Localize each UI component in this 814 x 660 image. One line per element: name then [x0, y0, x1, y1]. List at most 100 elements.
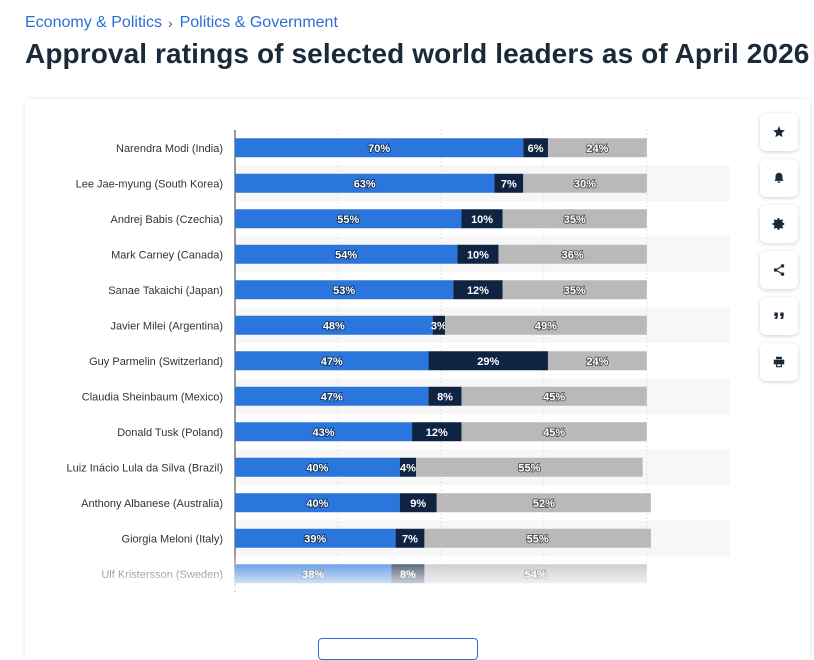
category-label: Claudia Sheinbaum (Mexico) — [82, 391, 223, 403]
bar-segment — [436, 493, 651, 513]
data-label: 54% — [525, 569, 547, 581]
bar-segment — [461, 422, 647, 442]
quote-icon — [774, 312, 784, 319]
data-label: 52% — [533, 498, 555, 510]
stacked-bar-chart: Narendra Modi (India) 70% 6% 24% Lee Jae-myu… — [66, 130, 730, 592]
data-label: 40% — [306, 498, 328, 510]
breadcrumb-politics-government[interactable]: Politics & Government — [179, 14, 338, 31]
bar-segment — [235, 280, 454, 300]
star-icon — [773, 126, 785, 138]
bar-segment — [457, 244, 499, 264]
share-button[interactable] — [760, 251, 798, 289]
notification-button[interactable] — [760, 159, 798, 197]
bar-segment — [502, 209, 647, 229]
bar-segment — [235, 244, 458, 264]
data-label: 53% — [333, 285, 355, 297]
data-label: 38% — [302, 569, 324, 581]
print-button[interactable] — [760, 343, 798, 381]
bar-segment — [235, 351, 429, 371]
data-label: 45% — [543, 391, 565, 403]
bar-segment — [498, 244, 647, 264]
bar-segment — [461, 386, 647, 406]
data-label: 48% — [323, 320, 345, 332]
bar-segment — [416, 457, 643, 477]
bar-segment — [235, 138, 524, 158]
data-label: 63% — [354, 178, 376, 190]
bar-segment — [461, 209, 503, 229]
page-title: Approval ratings of selected world leade… — [25, 38, 810, 69]
category-label: Sanae Takaichi (Japan) — [108, 285, 223, 297]
data-label: 55% — [337, 214, 359, 226]
data-label: 10% — [467, 249, 489, 261]
bar-segment — [523, 138, 548, 158]
bar-segment — [547, 138, 647, 158]
data-label: 43% — [313, 427, 335, 439]
data-label: 70% — [368, 143, 390, 155]
data-label: 49% — [535, 320, 557, 332]
cite-button[interactable] — [760, 297, 798, 335]
bar-segment — [235, 386, 429, 406]
category-label: Javier Milei (Argentina) — [111, 320, 223, 332]
data-label: 24% — [586, 356, 608, 368]
data-label: 6% — [528, 143, 544, 155]
data-label: 47% — [321, 391, 343, 403]
data-label: 35% — [564, 214, 586, 226]
data-label: 9% — [410, 498, 426, 510]
bar-segment — [235, 457, 400, 477]
favorite-button[interactable] — [760, 113, 798, 151]
bar-segment — [395, 528, 425, 548]
bar-segment — [235, 173, 495, 193]
bar-segment — [412, 422, 462, 442]
bar-segment — [502, 280, 647, 300]
data-label: 24% — [586, 143, 608, 155]
data-label: 7% — [402, 533, 418, 545]
data-label: 35% — [564, 285, 586, 297]
data-label: 8% — [437, 391, 453, 403]
settings-button[interactable] — [760, 205, 798, 243]
category-label: Narendra Modi (India) — [116, 143, 223, 155]
data-label: 3% — [431, 320, 447, 332]
print-icon — [773, 356, 785, 368]
data-label: 39% — [304, 533, 326, 545]
category-label: Mark Carney (Canada) — [111, 249, 223, 261]
category-label: Lee Jae-myung (South Korea) — [76, 178, 223, 190]
bar-segment — [547, 351, 647, 371]
bar-segment — [428, 386, 462, 406]
bar-segment — [523, 173, 647, 193]
share-icon — [773, 264, 785, 276]
data-label: 45% — [543, 427, 565, 439]
data-label: 4% — [400, 462, 416, 474]
bar-segment — [399, 457, 417, 477]
chart-card: Narendra Modi (India) 70% 6% 24% Lee Jae-myu… — [25, 99, 810, 659]
category-label: Donald Tusk (Poland) — [117, 427, 223, 439]
bar-segment — [235, 493, 400, 513]
bar-segment — [235, 528, 396, 548]
data-label: 40% — [306, 462, 328, 474]
bar-segment — [445, 315, 647, 335]
bar-segment — [235, 315, 433, 335]
breadcrumb-economy-politics[interactable]: Economy & Politics — [25, 14, 162, 31]
bar-segment — [424, 528, 651, 548]
data-label: 47% — [321, 356, 343, 368]
bar-segment — [399, 493, 437, 513]
category-label: Guy Parmelin (Switzerland) — [89, 356, 223, 368]
show-more-button[interactable] — [318, 638, 478, 660]
data-label: 36% — [562, 249, 584, 261]
data-label: 30% — [574, 178, 596, 190]
data-label: 29% — [477, 356, 499, 368]
bar-segment — [235, 422, 413, 442]
bar-segment — [453, 280, 503, 300]
bar-segment — [235, 209, 462, 229]
breadcrumb-separator: › — [167, 15, 173, 31]
data-label: 55% — [518, 462, 540, 474]
data-label: 55% — [527, 533, 549, 545]
data-label: 10% — [471, 214, 493, 226]
gear-icon — [772, 218, 785, 230]
data-label: 12% — [467, 285, 489, 297]
category-label: Ulf Kristersson (Sweden) — [101, 569, 223, 581]
breadcrumb: Economy & Politics › Politics & Governme… — [25, 14, 338, 32]
category-label: Anthony Albanese (Australia) — [81, 498, 223, 510]
data-label: 8% — [400, 569, 416, 581]
data-label: 12% — [426, 427, 448, 439]
bar-segment — [494, 173, 524, 193]
